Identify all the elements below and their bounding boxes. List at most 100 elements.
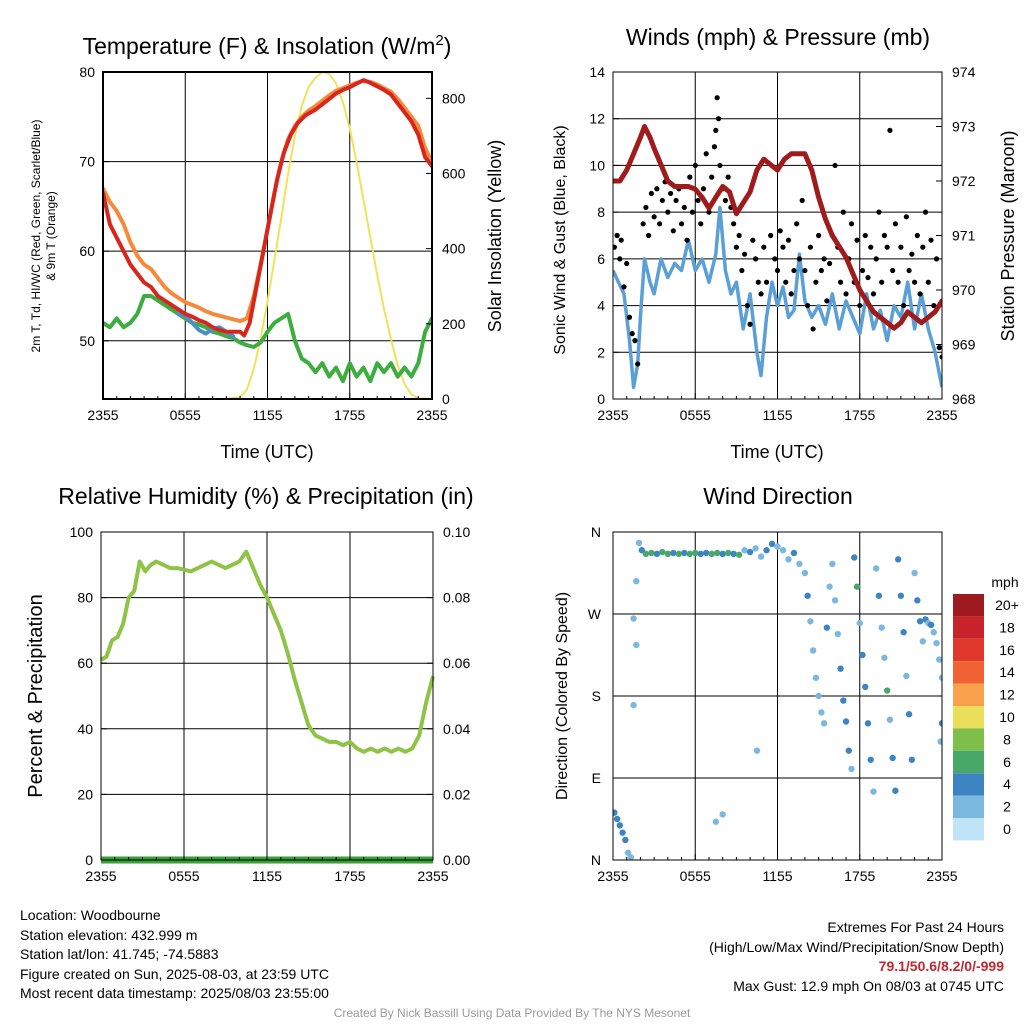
x-tick-label: 1155 <box>762 868 792 884</box>
y-tick-label: 0 <box>85 852 93 868</box>
gust-point <box>783 279 789 285</box>
gust-point <box>895 279 901 285</box>
y-tick-label: W <box>588 606 602 622</box>
colorbar-swatch <box>953 706 984 729</box>
x-tick-label: 1755 <box>844 868 875 884</box>
direction-point <box>914 597 921 604</box>
direction-point <box>768 540 776 548</box>
gust-point <box>758 291 764 297</box>
gust-point <box>763 279 770 285</box>
max-gust: Max Gust: 12.9 mph On 08/03 at 0745 UTC <box>733 977 1004 994</box>
gust-point <box>805 302 811 309</box>
direction-point <box>933 639 940 647</box>
y-tick-label: N <box>591 852 601 868</box>
direction-point <box>826 583 833 590</box>
direction-point <box>851 554 858 561</box>
gust-point <box>700 186 707 192</box>
gust-point <box>892 221 898 227</box>
gust-point <box>818 267 824 274</box>
direction-point <box>845 747 852 754</box>
direction-point <box>757 553 765 560</box>
gust-point <box>936 345 942 351</box>
temp-2m-line <box>103 78 432 338</box>
direction-point <box>903 672 910 680</box>
x-tick-label: 2355 <box>926 407 957 423</box>
gust-point <box>865 274 871 281</box>
colorbar-label: 18 <box>999 619 1015 635</box>
gust-point <box>651 214 657 220</box>
direction-point <box>659 548 666 556</box>
direction-point <box>774 543 781 550</box>
direction-point <box>873 565 880 572</box>
wind-y-axis-label: Sonic Wind & Gust (Blue, Black) <box>552 125 569 354</box>
gust-point <box>909 251 915 257</box>
gust-point <box>692 162 698 169</box>
gust-point <box>678 221 685 227</box>
gust-point <box>648 190 654 197</box>
gust-point <box>870 291 877 297</box>
direction-point <box>675 550 682 558</box>
gust-point <box>884 244 890 250</box>
gust-point <box>911 279 918 285</box>
y-tick-label: 60 <box>79 243 95 259</box>
humidity-panel: Relative Humidity (%) & Precipitation (i… <box>25 483 474 884</box>
gust-point <box>646 232 652 239</box>
direction-point <box>763 547 770 554</box>
direction-panel-title: Wind Direction <box>703 483 853 509</box>
direction-point <box>613 815 621 823</box>
direction-point <box>730 550 737 558</box>
x-tick-label: 2355 <box>85 868 116 884</box>
direction-point <box>919 638 927 645</box>
direction-point <box>719 811 726 818</box>
gust-point <box>868 244 874 250</box>
direction-point <box>927 621 935 629</box>
gust-point <box>755 279 761 285</box>
gust-point <box>703 151 709 157</box>
gust-point <box>840 209 846 215</box>
direction-point <box>823 624 831 631</box>
x-tick-label: 2355 <box>87 407 118 423</box>
direction-point <box>837 665 844 672</box>
gust-point <box>843 291 849 297</box>
gust-point <box>928 237 934 243</box>
direction-point <box>883 687 891 694</box>
y-tick-label: 80 <box>79 64 95 80</box>
extremes-title: Extremes For Past 24 Hours <box>827 919 1004 935</box>
direction-point <box>622 836 629 844</box>
gust-point <box>742 251 748 257</box>
direction-point <box>724 549 732 557</box>
x-tick-label: 1155 <box>252 407 282 423</box>
speed-colorbar: mph 20+ 18 16 14 12 10 8 6 4 2 0 <box>953 574 1019 841</box>
colorbar-title: mph <box>991 574 1018 590</box>
humidity-grid <box>101 532 433 860</box>
wind-panel-title: Winds (mph) & Pressure (mb) <box>626 24 930 50</box>
y-right-tick-label: 970 <box>952 282 976 298</box>
direction-point <box>804 592 811 599</box>
gust-point <box>643 204 649 211</box>
gust-point <box>802 267 808 274</box>
gust-point <box>665 209 671 215</box>
colorbar-swatch <box>953 795 984 818</box>
direction-point <box>905 711 913 718</box>
y-tick-label: N <box>591 524 601 540</box>
gust-point <box>717 162 723 169</box>
direction-point <box>834 630 842 638</box>
humidity-panel-title: Relative Humidity (%) & Precipitation (i… <box>58 483 473 509</box>
station-latlon: Station lat/lon: 41.745; -74.5883 <box>20 946 219 962</box>
gust-point <box>922 209 929 215</box>
temperature-axes: 2355 0555 1155 1755 235550607080020040060080… <box>79 64 465 423</box>
humidity-y-axis-label: Percent & Precipitation <box>25 594 47 797</box>
gust-point <box>794 221 800 227</box>
gust-point <box>837 279 844 285</box>
direction-point <box>779 547 787 554</box>
gust-point <box>709 174 715 180</box>
gust-point <box>706 209 712 215</box>
direction-point <box>613 809 618 816</box>
y-tick-label: 20 <box>77 786 93 802</box>
direction-point <box>627 854 635 860</box>
gust-point <box>796 256 803 262</box>
gust-point <box>879 279 885 285</box>
direction-y-axis-label: Direction (Colored By Speed) <box>554 592 571 800</box>
direction-point <box>712 818 720 825</box>
colorbar-label: 20+ <box>995 597 1019 613</box>
